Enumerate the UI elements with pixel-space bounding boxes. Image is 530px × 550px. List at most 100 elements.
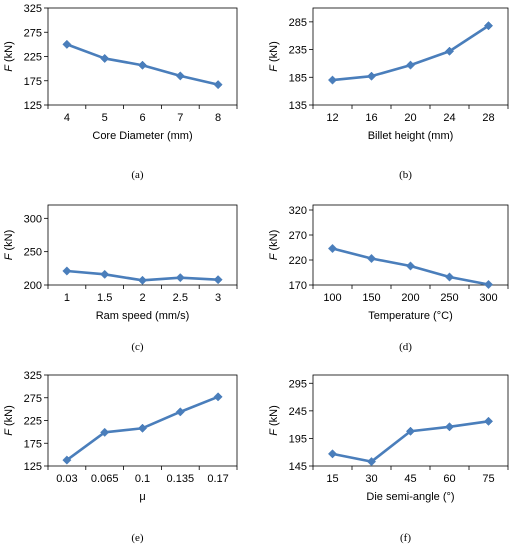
x-tick-label: 4 <box>64 112 70 124</box>
plot-frame <box>312 204 509 286</box>
y-tick-label: 235 <box>289 45 307 57</box>
data-point <box>327 243 338 254</box>
x-tick-label: 2.5 <box>173 292 188 304</box>
chart-panel-c: 200 250 300 1 1.5 2 2.5 3 Ram speed (mm/s) F (kN)… <box>3 204 238 353</box>
data-point <box>100 53 110 63</box>
chart-panel-f: 145 195 245 295 15 30 45 60 75 Die semi-angle (°)… <box>268 374 509 544</box>
y-tick-label: 275 <box>24 27 42 39</box>
y-tick-label: 285 <box>289 17 307 29</box>
data-point <box>213 392 223 402</box>
x-axis-title: μ <box>139 491 145 503</box>
x-axis-title: Billet height (mm) <box>368 130 454 142</box>
y-axis-title: F (kN) <box>268 41 280 72</box>
panel-label: (d) <box>399 341 412 353</box>
panel-label: (b) <box>399 169 412 181</box>
y-axis-symbol: F <box>3 428 15 436</box>
x-tick-label: 1.5 <box>97 292 112 304</box>
data-point <box>405 261 416 271</box>
y-axis-title: F (kN) <box>3 41 15 72</box>
data-point <box>366 457 377 467</box>
data-point <box>366 253 377 264</box>
data-point <box>62 455 72 465</box>
panel-label: (e) <box>131 532 144 544</box>
chart-panel-b: 135 185 235 285 12 16 20 24 28 Billet height (mm)… <box>268 7 509 181</box>
y-axis-symbol: F <box>268 428 280 436</box>
series-line <box>332 24 490 82</box>
x-tick-label: 30 <box>365 473 377 485</box>
x-tick-label: 16 <box>365 112 377 124</box>
data-point <box>327 449 338 459</box>
data-point <box>405 426 416 436</box>
y-axis-symbol: F <box>268 64 280 72</box>
x-tick-label: 20 <box>404 112 416 124</box>
data-point <box>100 427 110 437</box>
data-point <box>137 275 148 285</box>
y-tick-label: 220 <box>289 255 307 267</box>
data-point <box>405 60 416 70</box>
y-tick-label: 170 <box>289 280 307 292</box>
y-tick-label: 175 <box>24 438 42 450</box>
panel-label: (f) <box>400 532 411 544</box>
y-axis-unit: (kN) <box>268 230 280 254</box>
y-tick-label: 275 <box>24 393 42 405</box>
data-point <box>444 46 455 56</box>
data-point <box>175 273 185 283</box>
x-tick-label: 100 <box>323 292 341 304</box>
x-tick-label: 6 <box>139 112 145 124</box>
data-point <box>175 407 185 417</box>
plot-frame <box>47 7 238 106</box>
x-axis-title: Die semi-angle (°) <box>366 491 454 503</box>
x-tick-label: 200 <box>401 292 419 304</box>
x-tick-label: 45 <box>404 473 416 485</box>
x-tick-label: 12 <box>326 112 338 124</box>
y-tick-label: 175 <box>24 76 42 88</box>
x-axis-title: Core Diameter (mm) <box>92 130 192 142</box>
y-tick-label: 295 <box>289 378 307 390</box>
y-axis-unit: (kN) <box>3 230 15 254</box>
plot-frame <box>47 204 238 286</box>
y-axis-title: F (kN) <box>268 405 280 436</box>
y-tick-label: 270 <box>289 230 307 242</box>
x-axis-title: Ram speed (mm/s) <box>96 310 190 322</box>
x-tick-label: 5 <box>102 112 108 124</box>
x-tick-label: 7 <box>177 112 183 124</box>
x-tick-label: 0.135 <box>167 473 195 485</box>
y-axis-title: F (kN) <box>3 230 15 261</box>
data-point <box>483 279 494 290</box>
data-point <box>100 269 110 279</box>
y-tick-label: 125 <box>24 100 42 112</box>
plot-frame <box>312 7 509 106</box>
y-axis-unit: (kN) <box>268 41 280 65</box>
data-point <box>483 21 494 31</box>
x-tick-label: 24 <box>443 112 455 124</box>
x-tick-label: 28 <box>482 112 494 124</box>
data-point <box>137 60 148 70</box>
data-point <box>175 71 185 81</box>
data-point <box>62 39 72 49</box>
y-tick-label: 225 <box>24 52 42 64</box>
y-axis-title: F (kN) <box>268 230 280 261</box>
y-axis-symbol: F <box>3 252 15 260</box>
panel-label: (c) <box>131 341 144 353</box>
x-tick-label: 2 <box>139 292 145 304</box>
x-tick-label: 0.065 <box>91 473 119 485</box>
y-tick-label: 320 <box>289 205 307 217</box>
data-point <box>444 422 455 432</box>
data-point <box>137 423 148 433</box>
data-point <box>366 71 377 81</box>
y-axis-unit: (kN) <box>3 41 15 65</box>
x-tick-label: 75 <box>482 473 494 485</box>
chart-panel-e: 125 175 225 275 325 0.03 0.065 0.1 0.135 0.17 μ F (… <box>3 370 238 544</box>
x-tick-label: 0.17 <box>207 473 228 485</box>
y-tick-label: 250 <box>24 247 42 259</box>
x-tick-label: 1 <box>64 292 70 304</box>
y-tick-label: 135 <box>289 100 307 112</box>
y-tick-label: 225 <box>24 416 42 428</box>
data-point <box>213 275 223 285</box>
x-tick-label: 60 <box>443 473 455 485</box>
y-tick-label: 185 <box>289 72 307 84</box>
chart-panel-d: 170 220 270 320 100 150 200 250 300 Temperature (… <box>268 204 509 353</box>
y-tick-label: 325 <box>24 370 42 382</box>
x-tick-label: 3 <box>215 292 221 304</box>
